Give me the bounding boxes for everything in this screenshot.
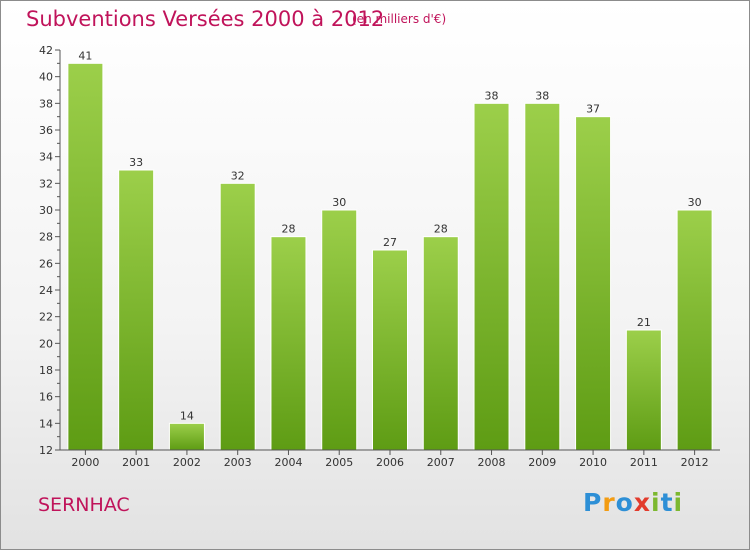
y-tick-label: 24 xyxy=(39,284,53,297)
x-tick-label: 2009 xyxy=(528,456,556,469)
value-label: 27 xyxy=(383,236,397,249)
value-label: 32 xyxy=(231,169,245,182)
commune-name: SERNHAC xyxy=(38,494,130,516)
y-tick-label: 16 xyxy=(39,391,53,404)
axes-group: 12 14 16 18 20 22 24 26 28 30 32 34 36 38 40 42 2000 2001… xyxy=(39,44,720,469)
x-tick-label: 2001 xyxy=(122,456,150,469)
bar-2012 xyxy=(676,209,713,451)
value-label: 30 xyxy=(688,196,702,209)
logo-letter: P xyxy=(583,488,603,517)
y-tick-label: 12 xyxy=(39,444,53,457)
y-tick-label: 14 xyxy=(39,417,53,430)
chart-title: Subventions Versées 2000 à 2012 xyxy=(26,7,385,31)
value-label: 28 xyxy=(434,223,448,236)
bar-2011 xyxy=(625,329,662,451)
logo-letter: t xyxy=(660,488,674,517)
x-tick-label: 2004 xyxy=(274,456,302,469)
logo-letter: o xyxy=(615,488,634,517)
x-tick-label: 2008 xyxy=(478,456,506,469)
x-tick-label: 2007 xyxy=(427,456,455,469)
y-tick-label: 30 xyxy=(39,204,53,217)
bar-2010 xyxy=(575,116,612,451)
x-tick-label: 2000 xyxy=(71,456,99,469)
x-tick-label: 2003 xyxy=(224,456,252,469)
y-tick-label: 18 xyxy=(39,364,53,377)
bars-group: 41 33 14 32 28 30 27 28 38 38 37 21 30 xyxy=(67,49,713,451)
y-tick-label: 42 xyxy=(39,44,53,57)
value-label: 21 xyxy=(637,316,651,329)
value-label: 28 xyxy=(281,223,295,236)
y-tick-label: 34 xyxy=(39,151,53,164)
x-tick-label: 2012 xyxy=(681,456,709,469)
proxiti-logo: Proxiti xyxy=(583,488,683,517)
bar-2005 xyxy=(321,209,358,451)
y-tick-label: 32 xyxy=(39,177,53,190)
bar-2001 xyxy=(118,169,155,451)
bar-2000 xyxy=(67,62,104,451)
bar-2003 xyxy=(219,182,256,451)
y-tick-label: 22 xyxy=(39,311,53,324)
x-tick-label: 2011 xyxy=(630,456,658,469)
x-tick-label: 2005 xyxy=(325,456,353,469)
logo-letter: x xyxy=(633,488,651,517)
value-label: 38 xyxy=(485,89,499,102)
y-tick-label: 36 xyxy=(39,124,53,137)
unit-note: (en milliers d'€) xyxy=(352,12,447,26)
value-label: 37 xyxy=(586,103,600,116)
logo-letter: i xyxy=(673,488,684,517)
bar-2009 xyxy=(524,102,561,451)
value-label: 30 xyxy=(332,196,346,209)
value-label: 38 xyxy=(535,89,549,102)
x-tick-label: 2010 xyxy=(579,456,607,469)
y-tick-label: 38 xyxy=(39,97,53,110)
bar-2008 xyxy=(473,102,510,451)
value-label: 33 xyxy=(129,156,143,169)
y-tick-label: 20 xyxy=(39,337,53,350)
y-tick-label: 28 xyxy=(39,231,53,244)
x-tick-label: 2006 xyxy=(376,456,404,469)
bar-2006 xyxy=(372,249,408,451)
y-tick-label: 26 xyxy=(39,257,53,270)
bar-2002 xyxy=(168,422,205,451)
y-tick-label: 40 xyxy=(39,71,53,84)
bar-2004 xyxy=(270,236,307,451)
x-tick-label: 2002 xyxy=(173,456,201,469)
logo-letter: i xyxy=(651,488,661,517)
value-label: 41 xyxy=(78,49,92,62)
bar-2007 xyxy=(422,236,459,451)
logo-letter: r xyxy=(602,488,616,517)
value-label: 14 xyxy=(180,409,194,422)
